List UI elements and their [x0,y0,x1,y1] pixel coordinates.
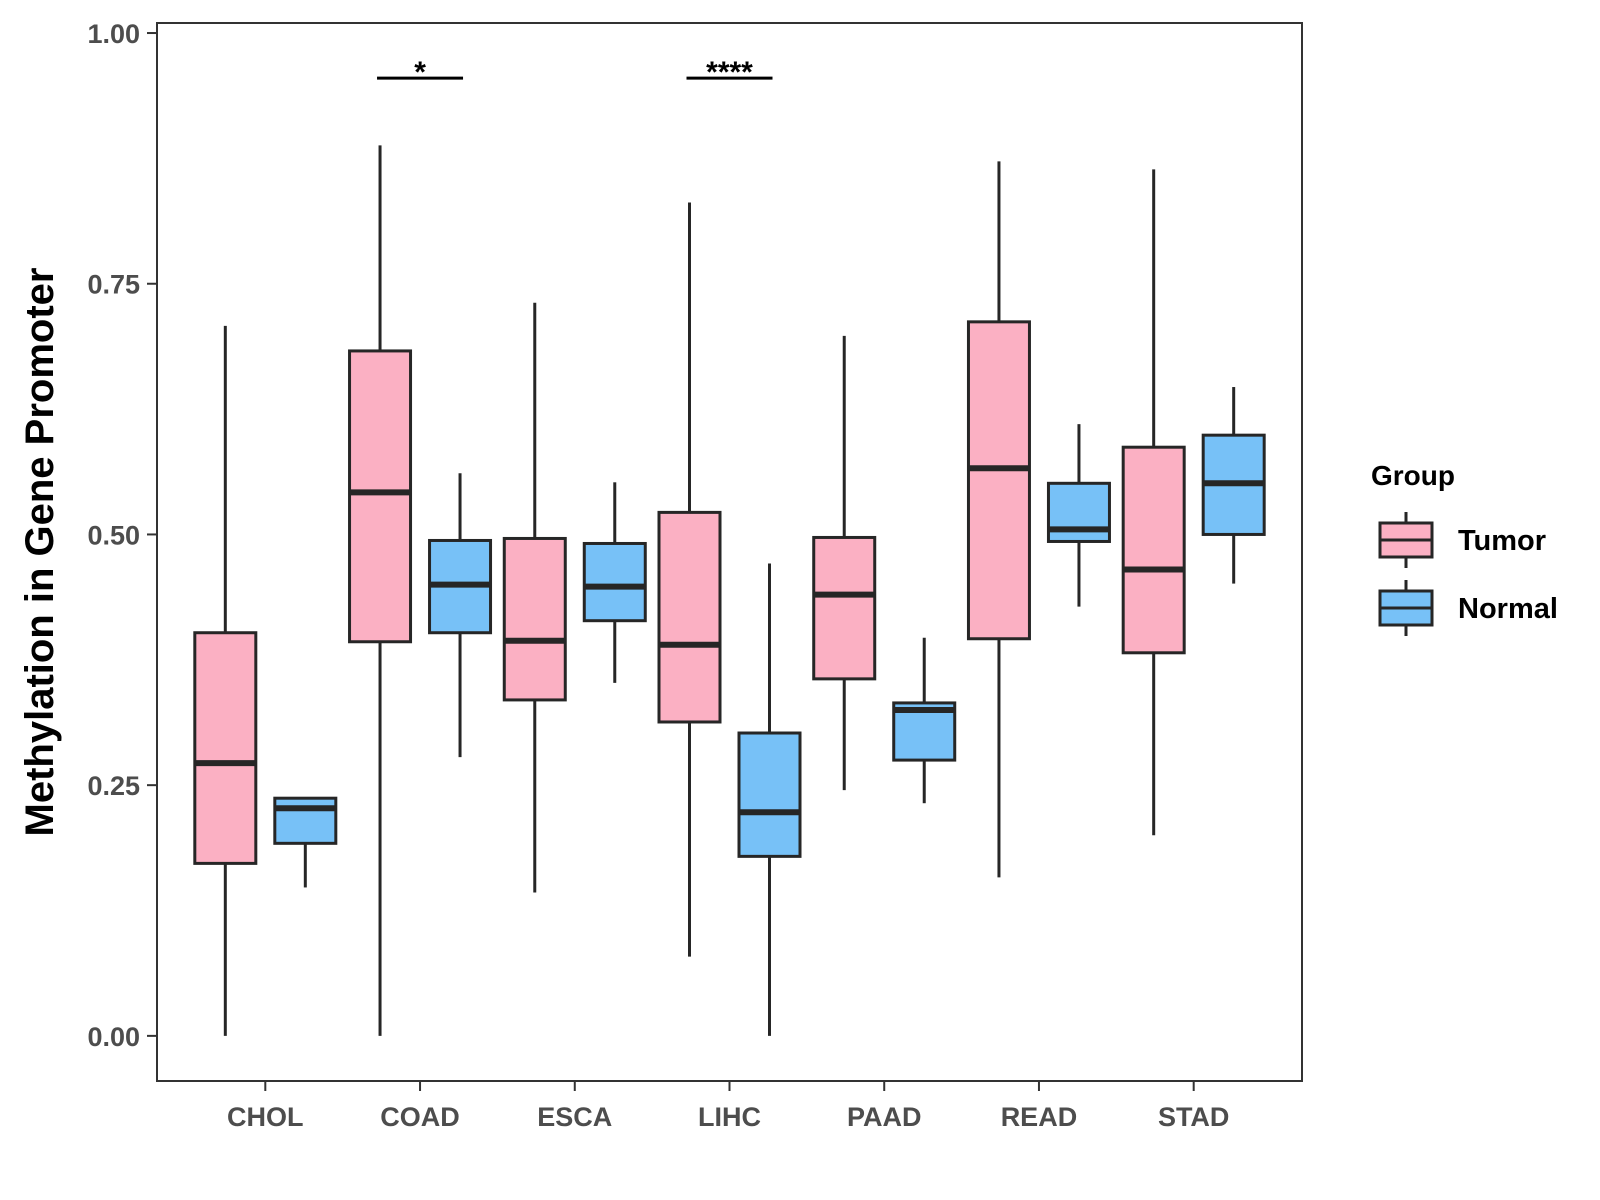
y-tick-label: 0.75 [87,270,140,300]
legend: Group Tumor Normal [1371,460,1558,636]
box-tumor-esca [502,302,567,893]
boxes [193,145,1266,1036]
x-tick-label: CHOL [227,1102,304,1132]
box-normal-coad [428,473,493,758]
x-tick-label: COAD [380,1102,460,1132]
y-tick-label: 0.25 [87,771,140,801]
y-tick-label: 0.50 [87,520,140,550]
x-tick-label: LIHC [698,1102,761,1132]
significance-label: **** [706,56,753,89]
box-body [1046,481,1111,543]
y-tick-label: 1.00 [87,19,140,49]
box-body [737,731,802,858]
x-axis: CHOL COAD ESCA LIHC PAAD READ STAD [227,1081,1229,1132]
legend-label: Normal [1458,593,1558,625]
x-tick-label: ESCA [537,1102,612,1132]
box-normal-esca [582,482,647,683]
box-normal-chol [273,796,338,888]
box-tumor-coad [348,145,413,1036]
box-normal-read [1046,424,1111,607]
x-tick-label: STAD [1158,1102,1230,1132]
legend-item-tumor: Tumor [1378,512,1546,568]
box-body [502,536,567,702]
box-tumor-paad [812,335,877,791]
box-tumor-read [966,161,1031,878]
box-body [582,541,647,623]
box-body [193,631,258,865]
box-tumor-chol [193,325,258,1036]
box-body [812,535,877,681]
box-body [273,796,338,845]
box-normal-stad [1201,387,1266,584]
box-normal-paad [892,637,957,804]
box-tumor-lihc [657,202,722,957]
box-body [1121,445,1186,655]
legend-item-normal: Normal [1378,580,1558,636]
box-tumor-stad [1121,169,1186,836]
significance-annotations: * **** [377,56,773,89]
legend-title: Group [1371,460,1455,491]
box-normal-lihc [737,563,802,1036]
x-tick-label: PAAD [847,1102,922,1132]
y-axis-label: Methylation in Gene Promoter [18,268,62,837]
plot-panel [156,22,1303,1082]
box-body [348,349,413,644]
x-tick-label: READ [1001,1102,1078,1132]
significance-label: * [414,56,426,89]
legend-label: Tumor [1458,525,1546,557]
box-body [966,320,1031,641]
box-body [657,510,722,724]
y-tick-label: 0.00 [87,1022,140,1052]
y-axis: 0.00 0.25 0.50 0.75 1.00 [87,19,157,1052]
